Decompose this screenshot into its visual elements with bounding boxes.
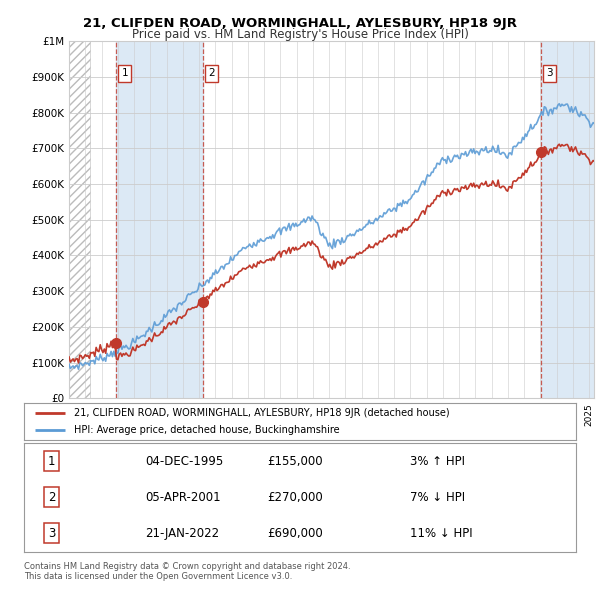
Text: £270,000: £270,000 <box>267 490 323 504</box>
Text: 2: 2 <box>208 68 215 78</box>
Text: 11% ↓ HPI: 11% ↓ HPI <box>410 527 473 540</box>
Text: 2: 2 <box>48 490 55 504</box>
Text: 21, CLIFDEN ROAD, WORMINGHALL, AYLESBURY, HP18 9JR (detached house): 21, CLIFDEN ROAD, WORMINGHALL, AYLESBURY… <box>74 408 449 418</box>
Text: 05-APR-2001: 05-APR-2001 <box>145 490 221 504</box>
Text: 1: 1 <box>121 68 128 78</box>
Text: HPI: Average price, detached house, Buckinghamshire: HPI: Average price, detached house, Buck… <box>74 425 340 435</box>
Bar <box>116 41 203 398</box>
Text: Price paid vs. HM Land Registry's House Price Index (HPI): Price paid vs. HM Land Registry's House … <box>131 28 469 41</box>
Text: 1: 1 <box>48 454 55 467</box>
Text: £155,000: £155,000 <box>267 454 323 467</box>
Bar <box>541 41 594 398</box>
Text: 3% ↑ HPI: 3% ↑ HPI <box>410 454 466 467</box>
Text: This data is licensed under the Open Government Licence v3.0.: This data is licensed under the Open Gov… <box>24 572 292 581</box>
Text: 21-JAN-2022: 21-JAN-2022 <box>145 527 220 540</box>
Text: 3: 3 <box>546 68 553 78</box>
Text: 21, CLIFDEN ROAD, WORMINGHALL, AYLESBURY, HP18 9JR: 21, CLIFDEN ROAD, WORMINGHALL, AYLESBURY… <box>83 17 517 30</box>
Text: Contains HM Land Registry data © Crown copyright and database right 2024.: Contains HM Land Registry data © Crown c… <box>24 562 350 571</box>
Text: £690,000: £690,000 <box>267 527 323 540</box>
Text: 7% ↓ HPI: 7% ↓ HPI <box>410 490 466 504</box>
Text: 3: 3 <box>48 527 55 540</box>
Text: 04-DEC-1995: 04-DEC-1995 <box>145 454 224 467</box>
